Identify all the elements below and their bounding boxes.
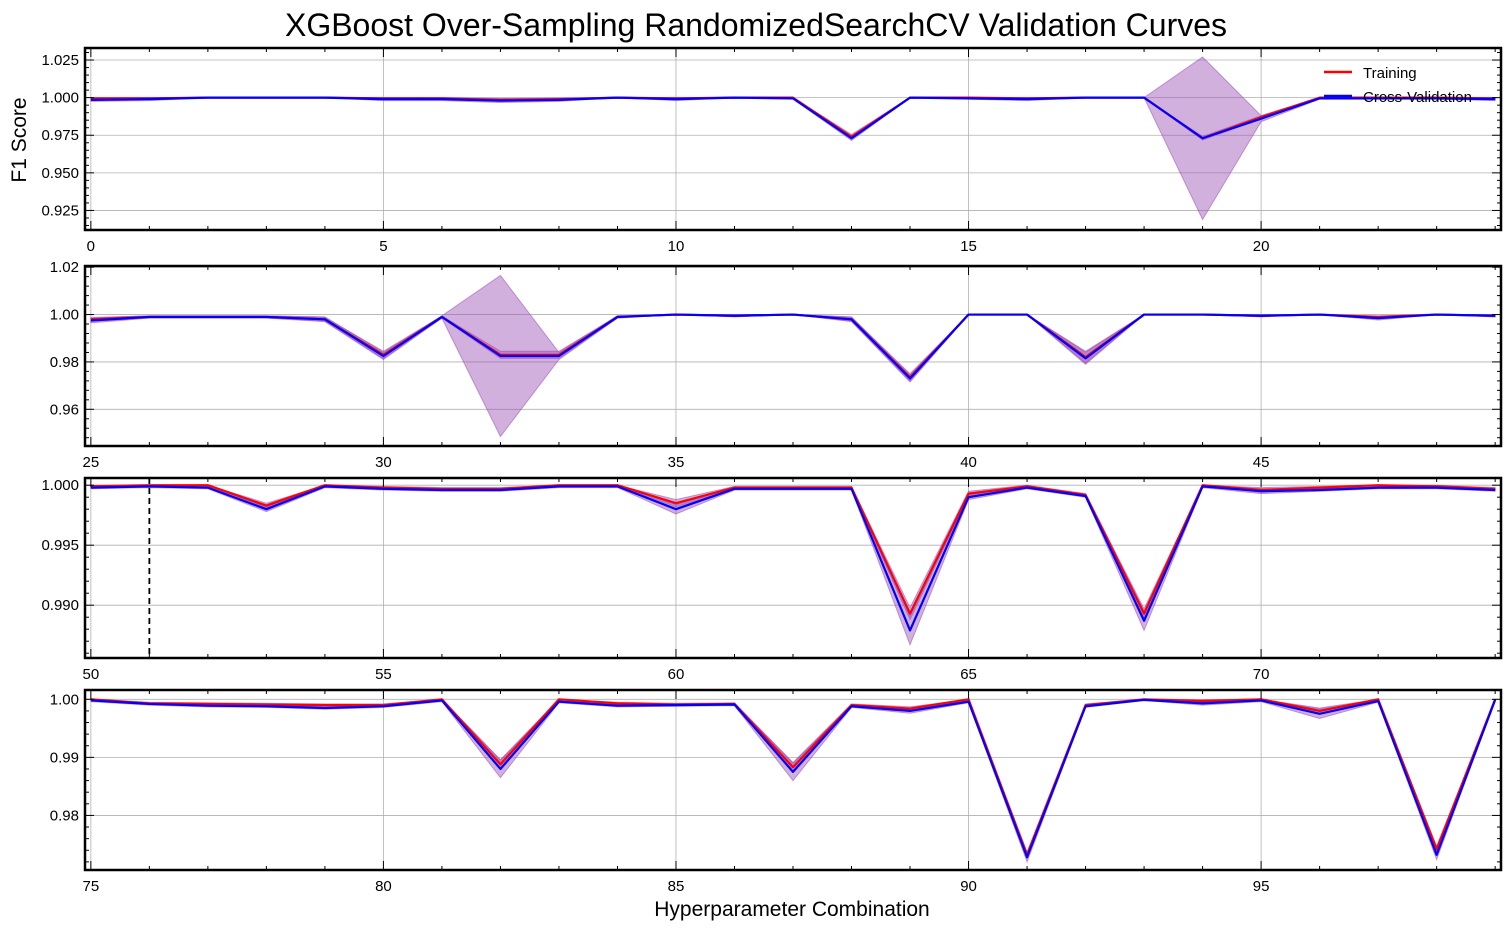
y-tick-label: 1.000 [41, 477, 79, 494]
y-tick-label: 0.975 [41, 127, 79, 144]
x-tick-label: 65 [960, 666, 977, 683]
panel-2: 25 30 35 40 45 0.96 0.98 1.00 1.02 [50, 259, 1503, 471]
y-tick-label: 0.950 [41, 165, 79, 182]
y-tick-label: 0.995 [41, 537, 79, 554]
panel-4: 75 80 85 90 95 0.98 0.99 1.00 [50, 688, 1503, 895]
cross-validation-series-line [90, 96, 1496, 140]
panels: 0 5 10 15 20 0.925 0.950 0.975 1.000 1.025 25 30 35 4… [41, 46, 1503, 895]
cross-validation-std-band [90, 274, 1496, 438]
cross-validation-std-band [90, 484, 1496, 647]
training-std-band [90, 314, 1496, 382]
panel-3: 50 55 60 65 70 0.990 0.995 1.000 [41, 476, 1503, 683]
y-tick-label: 0.99 [50, 749, 79, 766]
panel-frame [83, 46, 1503, 232]
y-tick-label: 1.00 [50, 691, 79, 708]
y-tick-label: 1.02 [50, 259, 79, 276]
cross-validation-series-line [90, 698, 1497, 859]
x-tick-label: 5 [379, 238, 387, 255]
x-tick-label: 55 [375, 666, 392, 683]
x-tick-label: 80 [375, 878, 392, 895]
x-axis-label: Hyperparameter Combination [654, 898, 929, 921]
training-std-band [90, 484, 1496, 621]
y-tick-label: 1.00 [50, 307, 79, 324]
chart-title: XGBoost Over-Sampling RandomizedSearchCV… [285, 7, 1227, 43]
x-tick-label: 70 [1253, 666, 1270, 683]
x-tick-label: 45 [1253, 454, 1270, 471]
cross-validation-std-band [90, 56, 1496, 221]
plot-area [90, 274, 1496, 438]
y-tick-label: 1.000 [41, 90, 79, 107]
legend-label-cross-validation: Cross-Validation [1363, 89, 1472, 106]
legend-label-training: Training [1363, 65, 1417, 82]
x-tick-label: 60 [668, 666, 685, 683]
panel-frame [83, 264, 1503, 448]
cross-validation-series-line [90, 313, 1496, 380]
x-tick-label: 95 [1253, 878, 1270, 895]
x-tick-label: 30 [375, 454, 392, 471]
training-series-line [90, 484, 1496, 615]
x-tick-label: 35 [668, 454, 685, 471]
y-tick-label: 0.990 [41, 597, 79, 614]
x-tick-label: 10 [668, 238, 685, 255]
x-tick-label: 90 [960, 878, 977, 895]
x-tick-label: 0 [87, 238, 95, 255]
y-tick-label: 0.96 [50, 401, 79, 418]
x-tick-label: 85 [668, 878, 685, 895]
y-tick-label: 0.98 [50, 354, 79, 371]
plot-area [90, 478, 1496, 658]
panel-1: 0 5 10 15 20 0.925 0.950 0.975 1.000 1.025 [41, 46, 1503, 255]
training-series-line [90, 96, 1496, 140]
x-tick-label: 25 [83, 454, 100, 471]
training-std-band [90, 97, 1496, 141]
x-tick-label: 50 [83, 666, 100, 683]
panel-frame [83, 476, 1503, 660]
x-tick-label: 20 [1253, 238, 1270, 255]
training-series-line [90, 313, 1496, 379]
cross-validation-std-band [90, 698, 1496, 864]
y-axis-label: F1 Score [8, 97, 31, 182]
panel-frame [83, 688, 1503, 872]
plot-area [90, 698, 1497, 864]
legend: Training Cross-Validation [1324, 65, 1472, 106]
x-tick-label: 40 [960, 454, 977, 471]
plot-area [90, 56, 1496, 221]
y-tick-label: 1.025 [41, 52, 79, 69]
x-tick-label: 15 [960, 238, 977, 255]
cross-validation-series-line [90, 485, 1496, 632]
y-tick-label: 0.925 [41, 202, 79, 219]
x-tick-label: 75 [83, 878, 100, 895]
y-tick-label: 0.98 [50, 807, 79, 824]
training-series-line [90, 698, 1497, 857]
